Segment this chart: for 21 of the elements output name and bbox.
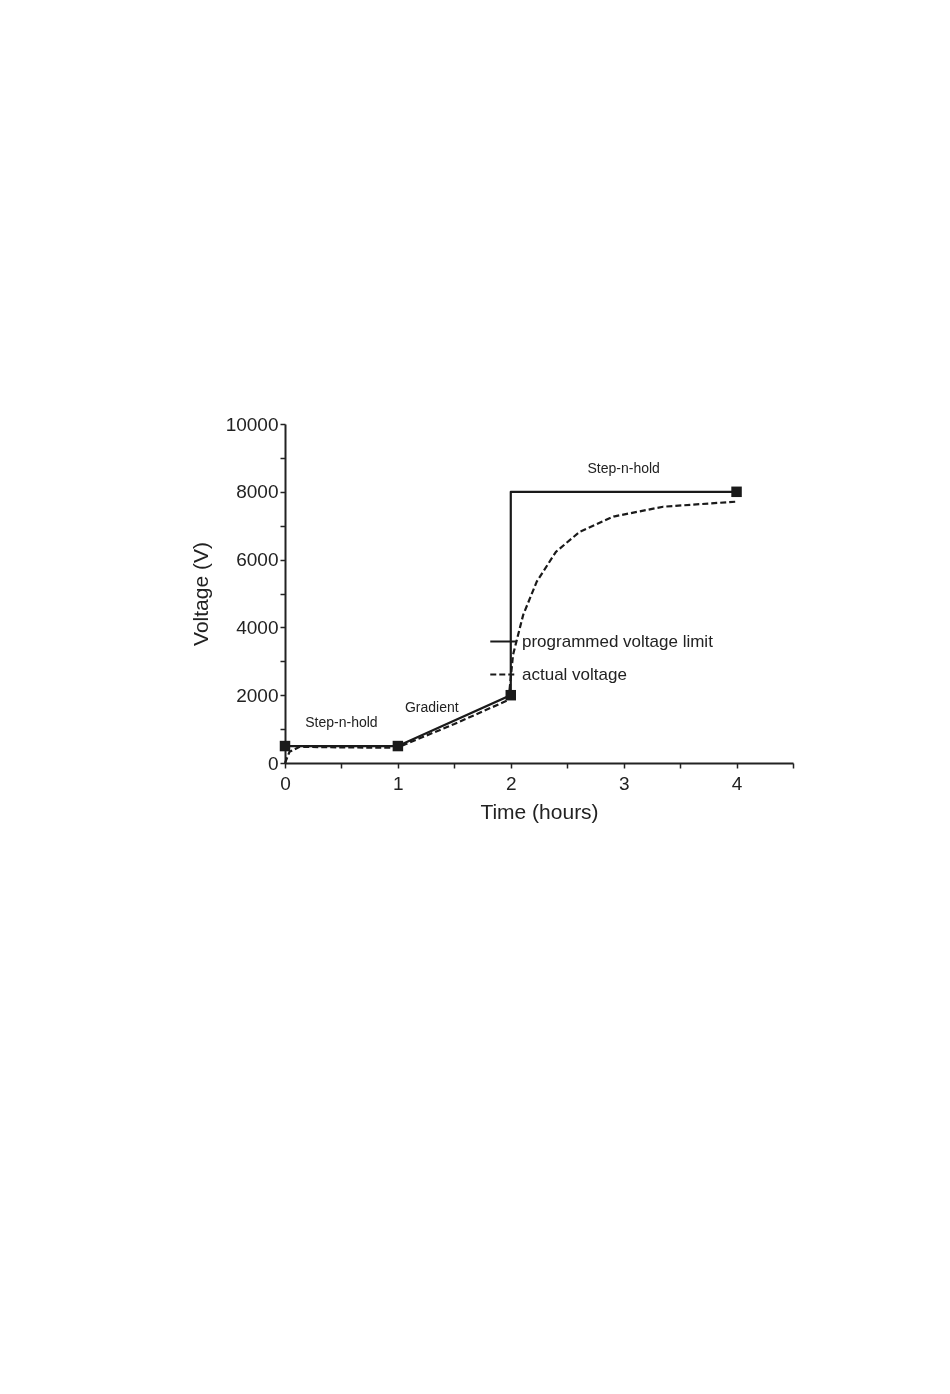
annotation: Step-n-hold bbox=[587, 459, 660, 476]
y-tick-label: 6000 bbox=[236, 549, 279, 571]
point bbox=[392, 740, 404, 752]
y-tick-label: 4000 bbox=[236, 616, 279, 638]
annotation: Step-n-hold bbox=[305, 714, 378, 731]
y-tick-label: 2000 bbox=[236, 684, 279, 706]
annotation: Gradient bbox=[404, 698, 459, 715]
x-axis-title: Time (hours) bbox=[480, 799, 599, 823]
legend-label: actual voltage bbox=[522, 664, 627, 684]
point bbox=[505, 689, 517, 701]
x-tick-label: 2 bbox=[505, 772, 517, 794]
point bbox=[279, 740, 291, 752]
y-tick-label: 10000 bbox=[225, 413, 279, 435]
x-tick-label: 4 bbox=[731, 772, 743, 794]
legend-label: programmed voltage limit bbox=[522, 631, 714, 651]
y-tick-label: 8000 bbox=[236, 481, 279, 503]
x-tick-label: 3 bbox=[618, 772, 630, 794]
y-tick-label: 0 bbox=[267, 752, 279, 774]
x-tick-label: 1 bbox=[393, 772, 404, 794]
y-axis-title: Voltage (V) bbox=[188, 542, 212, 646]
point bbox=[731, 486, 742, 498]
